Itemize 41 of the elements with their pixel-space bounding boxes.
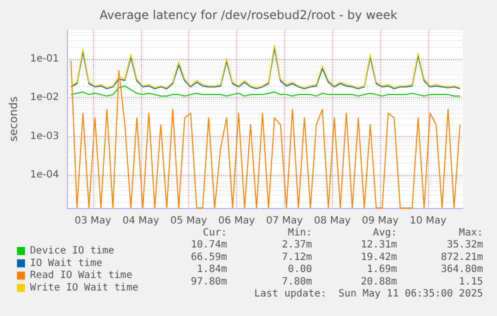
y-tick-label: 1e-02 — [30, 92, 59, 104]
text: 364.80m — [440, 264, 484, 276]
x-tick-label: 06 May — [218, 216, 255, 226]
x-tick-label: 07 May — [266, 216, 303, 226]
x-tick-label: 03 May — [74, 216, 112, 226]
x-tick-label: 10 May — [410, 216, 446, 226]
chart-title: Average latency for /dev/rosebud2/root - by week — [100, 8, 398, 22]
legend-label: IO Wait time — [30, 258, 102, 269]
legend-label: Write IO Wait time — [30, 282, 138, 294]
text: 10.74m — [190, 240, 227, 250]
x-tick-label: 04 May — [122, 216, 160, 226]
text: 97.80m — [190, 276, 227, 288]
line-series — [70, 60, 461, 208]
text: 20.88m — [360, 276, 397, 288]
text: 2.37m — [282, 240, 312, 250]
text: 1.15 — [458, 276, 484, 288]
x-tick-label: 08 May — [314, 216, 351, 226]
legend-label: Device IO time — [30, 246, 114, 256]
text: Last update: Sun May 11 06:35:00 2025 — [254, 288, 483, 300]
text: 7.80m — [282, 276, 312, 288]
x-tick-label: 05 May — [170, 216, 208, 226]
y-tick-label: 1e-03 — [30, 130, 59, 142]
text: 35.32m — [446, 240, 483, 250]
text: 1.84m — [196, 264, 228, 276]
line-series — [70, 85, 461, 97]
text: 872.21m — [440, 252, 484, 263]
text: 0.00 — [288, 264, 312, 276]
text: 19.42m — [360, 252, 397, 263]
text: 7.12m — [282, 252, 312, 263]
text: 1.69m — [366, 264, 398, 276]
text: 12.31m — [360, 240, 397, 250]
x-tick-label: 09 May — [362, 216, 399, 226]
text: Avg: — [372, 228, 398, 238]
y-axis-title: seconds — [7, 96, 20, 142]
y-tick-label: 1e-01 — [30, 53, 59, 64]
legend-label: Read IO Wait time — [30, 270, 132, 282]
text: Cur: — [202, 228, 228, 238]
y-tick-label: 1e-04 — [30, 169, 59, 180]
text: 66.59m — [190, 252, 227, 263]
text: Max: — [458, 228, 484, 238]
text: Min: — [288, 228, 312, 238]
